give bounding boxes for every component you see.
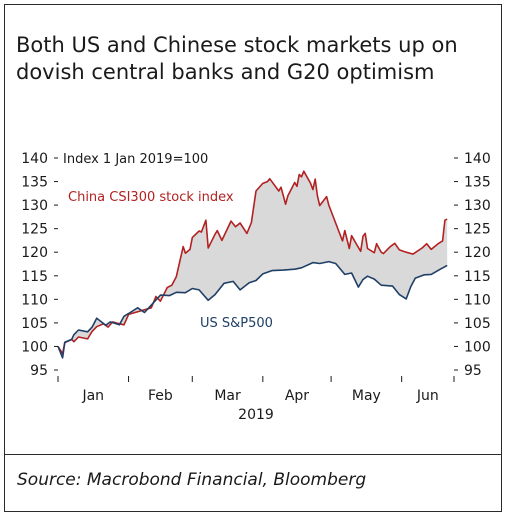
y-tick-label-right: 130	[464, 198, 491, 214]
area-between-series	[58, 171, 448, 358]
source-note: Source: Macrobond Financial, Bloomberg	[17, 470, 367, 490]
y-tick-label-left: 115	[21, 269, 48, 285]
chart-card	[4, 4, 502, 512]
y-tick-label-right: 135	[464, 175, 491, 191]
x-tick-label: Feb	[148, 388, 173, 404]
y-tick-label-right: 125	[464, 222, 491, 238]
index-annotation: Index 1 Jan 2019=100	[63, 152, 208, 167]
y-tick-label-left: 130	[21, 198, 48, 214]
y-tick-label-left: 95	[30, 363, 48, 379]
y-tick-label-right: 100	[464, 339, 491, 355]
y-tick-label-left: 120	[21, 245, 48, 261]
y-tick-label-left: 105	[21, 316, 48, 332]
y-tick-label-right: 140	[464, 151, 491, 167]
series-line-us-sp500	[57, 260, 448, 359]
series-label-china-csi300: China CSI300 stock index	[68, 190, 234, 205]
y-tick-label-right: 115	[464, 269, 491, 285]
x-tick-label: Jan	[81, 388, 104, 404]
y-tick-label-left: 125	[21, 222, 48, 238]
x-tick-label: Jun	[416, 388, 439, 404]
y-tick-label-left: 135	[21, 175, 48, 191]
chart-title: Both US and Chinese stock markets up on …	[16, 33, 458, 84]
y-tick-label-right: 95	[464, 363, 482, 379]
x-tick-label: Apr	[285, 388, 309, 404]
x-tick-label: Mar	[214, 388, 241, 404]
x-axis-label: 2019	[238, 407, 274, 423]
y-tick-label-left: 110	[21, 292, 48, 308]
y-tick-label-right: 105	[464, 316, 491, 332]
series-label-us-sp500: US S&P500	[200, 316, 273, 331]
x-tick-label: May	[352, 388, 381, 404]
y-tick-label-right: 110	[464, 292, 491, 308]
y-tick-label-left: 100	[21, 339, 48, 355]
series-line-china-csi300	[57, 170, 448, 355]
chart-area: 95 95 100 100 105 105 110 110 115 115 120 120 125 125…	[21, 151, 491, 423]
y-tick-label-left: 140	[21, 151, 48, 167]
y-tick-label-right: 120	[464, 245, 491, 261]
source-divider	[4, 454, 502, 455]
